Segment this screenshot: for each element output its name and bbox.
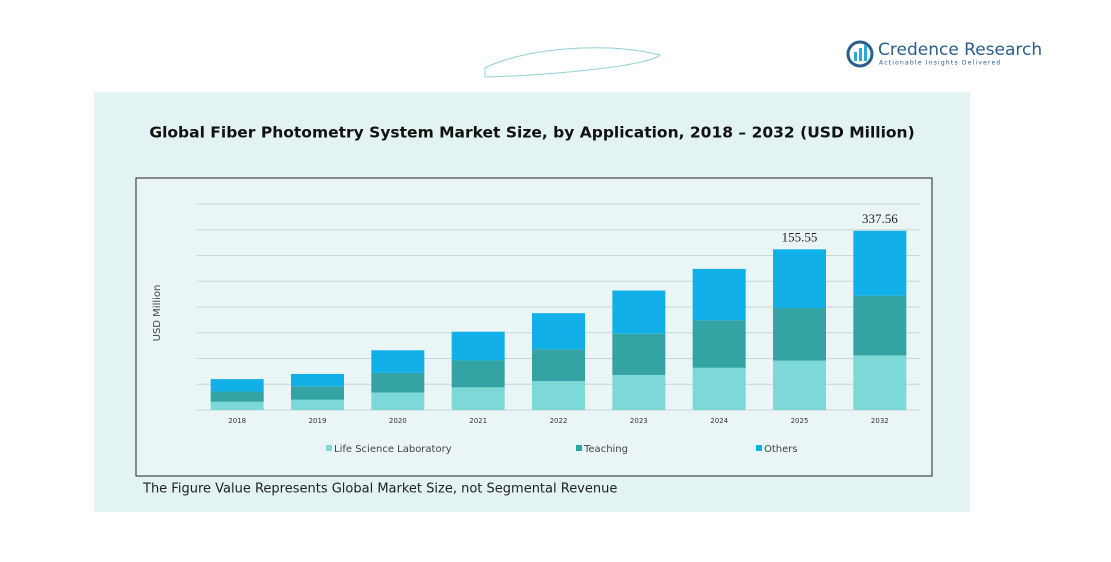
x-tick-label: 2019 [309,417,327,425]
x-tick-label: 2021 [469,417,487,425]
x-tick-label: 2032 [871,417,889,425]
legend-label: Life Science Laboratory [334,444,452,455]
tagline: Actionable Insights Delivered [879,60,1001,67]
bar-segment [612,333,666,375]
decoration [484,47,661,78]
bar-segment [210,401,264,410]
bar-segment [291,386,344,400]
bar-segment [371,392,425,410]
logo-icon [854,52,857,61]
bar-segment [773,308,826,361]
legend-label: Others [764,444,798,455]
bar-segment [451,387,505,410]
data-label: 155.55 [782,229,818,244]
bar-segment [692,367,746,410]
bar-segment [291,373,344,387]
bar-segment [451,360,505,388]
bar-segment [773,360,826,410]
y-axis-label: USD Million [152,285,163,342]
bar-segment [210,391,264,402]
bar-segment [532,349,585,382]
bar-segment [773,249,826,309]
data-label: 337.56 [862,211,898,226]
x-tick-label: 2020 [389,417,407,425]
bar-segment [612,290,666,334]
logo: Credence Research Actionable Insights De… [846,40,1042,68]
logo-icon [859,48,862,61]
bar-segment [692,268,746,321]
bar-segment [853,295,907,356]
x-tick-label: 2018 [228,417,246,425]
bar-segment [853,230,907,296]
x-tick-label: 2024 [710,417,728,425]
bar-segment [612,374,666,410]
legend-swatch [756,445,762,451]
legend-label: Teaching [583,444,628,455]
chart-title: Global Fiber Photometry System Market Si… [149,124,914,142]
x-tick-label: 2022 [550,417,568,425]
bar-segment [210,379,264,392]
legend-swatch [576,445,582,451]
bar-segment [371,350,425,373]
bar-segment [532,313,585,350]
bar-segment [371,372,425,393]
logo-icon [864,45,867,61]
x-tick-label: 2025 [791,417,809,425]
logo-icon [846,40,874,68]
footnote: The Figure Value Represents Global Marke… [142,482,617,497]
bar-segment [451,331,505,361]
bar-segment [291,399,344,410]
bar-segment [532,381,585,410]
legend-swatch [326,445,332,451]
x-tick-label: 2023 [630,417,648,425]
bar-segment [692,320,746,368]
bar-segment [853,355,907,410]
brand: Credence Research [878,40,1042,60]
